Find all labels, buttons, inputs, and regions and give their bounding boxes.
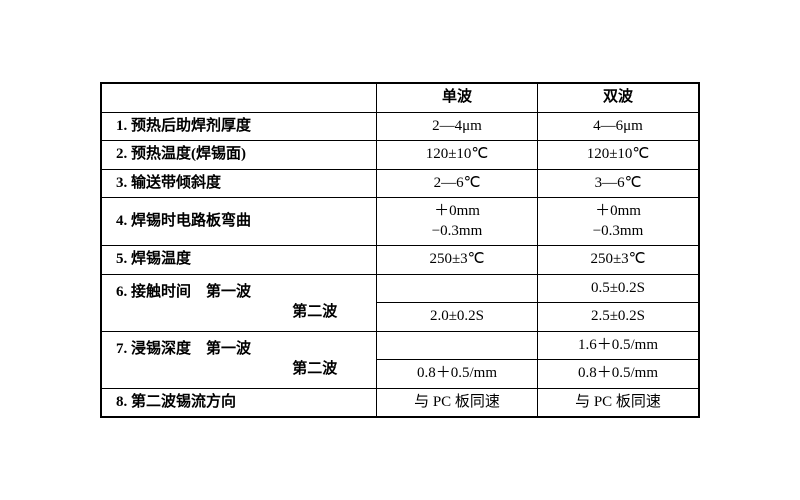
cell-text: ＋0mm−0.3mm	[432, 203, 483, 239]
row7-line2: 第二波	[214, 361, 338, 377]
table-row: 7. 浸锡深度 第一波 第二波 1.6＋0.5/mm	[101, 331, 699, 360]
cell-param: 1. 预热后助焊剂厚度	[101, 112, 377, 141]
cell-double: ＋0mm−0.3mm	[538, 198, 700, 246]
cell-single: 120±10℃	[377, 141, 538, 170]
cell-double: 3—6℃	[538, 169, 700, 198]
cell-single: 0.8＋0.5/mm	[377, 360, 538, 389]
table-row: 2. 预热温度(焊锡面) 120±10℃ 120±10℃	[101, 141, 699, 170]
cell-single: 2—6℃	[377, 169, 538, 198]
cell-single: 2—4μm	[377, 112, 538, 141]
cell-double: 0.8＋0.5/mm	[538, 360, 700, 389]
col-header-single: 单波	[377, 83, 538, 112]
row6-line2: 第二波	[214, 304, 338, 320]
cell-param: 5. 焊锡温度	[101, 246, 377, 275]
cell-double: 250±3℃	[538, 246, 700, 275]
cell-double: 4—6μm	[538, 112, 700, 141]
cell-double: 1.6＋0.5/mm	[538, 331, 700, 360]
cell-param: 7. 浸锡深度 第一波 第二波	[101, 331, 377, 388]
cell-param: 2. 预热温度(焊锡面)	[101, 141, 377, 170]
col-header-double: 双波	[538, 83, 700, 112]
table-row: 8. 第二波锡流方向 与 PC 板同速 与 PC 板同速	[101, 388, 699, 417]
cell-double: 0.5±0.2S	[538, 274, 700, 303]
cell-double: 120±10℃	[538, 141, 700, 170]
row6-line1: 6. 接触时间 第一波	[116, 284, 251, 300]
cell-param: 8. 第二波锡流方向	[101, 388, 377, 417]
cell-single: 250±3℃	[377, 246, 538, 275]
table-row: 4. 焊锡时电路板弯曲 ＋0mm−0.3mm ＋0mm−0.3mm	[101, 198, 699, 246]
table-row: 5. 焊锡温度 250±3℃ 250±3℃	[101, 246, 699, 275]
cell-param: 6. 接触时间 第一波 第二波	[101, 274, 377, 331]
cell-param: 4. 焊锡时电路板弯曲	[101, 198, 377, 246]
table-row: 6. 接触时间 第一波 第二波 0.5±0.2S	[101, 274, 699, 303]
cell-single: 与 PC 板同速	[377, 388, 538, 417]
table-row: 1. 预热后助焊剂厚度 2—4μm 4—6μm	[101, 112, 699, 141]
cell-single	[377, 274, 538, 303]
table-row: 3. 输送带倾斜度 2—6℃ 3—6℃	[101, 169, 699, 198]
cell-text: ＋0mm−0.3mm	[593, 203, 644, 239]
parameters-table: 单波 双波 1. 预热后助焊剂厚度 2—4μm 4—6μm 2. 预热温度(焊锡…	[100, 82, 700, 418]
cell-single: 2.0±0.2S	[377, 303, 538, 332]
cell-double: 与 PC 板同速	[538, 388, 700, 417]
header-row: 单波 双波	[101, 83, 699, 112]
cell-param: 3. 输送带倾斜度	[101, 169, 377, 198]
cell-single: ＋0mm−0.3mm	[377, 198, 538, 246]
col-header-param	[101, 83, 377, 112]
cell-single	[377, 331, 538, 360]
cell-double: 2.5±0.2S	[538, 303, 700, 332]
row7-line1: 7. 浸锡深度 第一波	[116, 341, 251, 357]
